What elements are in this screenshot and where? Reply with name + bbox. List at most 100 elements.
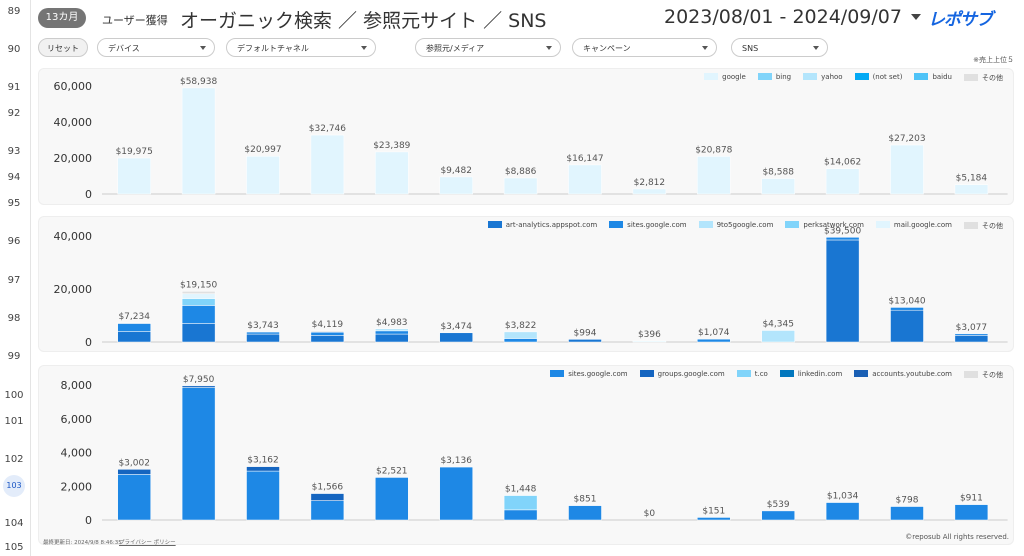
y-tick-label: 0 — [85, 514, 92, 527]
total-label: $396 — [638, 330, 661, 340]
total-label: $16,147 — [566, 154, 603, 164]
date-caret[interactable] — [911, 14, 921, 20]
legend: art-analytics.appspot.com sites.google.co… — [487, 221, 1003, 231]
legend-swatch — [779, 370, 794, 377]
total-label: $851 — [574, 495, 597, 505]
legend: google bing yahoo (not set) baidu その他 — [704, 73, 1003, 83]
total-label: $7,234 — [118, 312, 150, 322]
bar-segment — [246, 333, 280, 343]
total-label: $5,184 — [956, 174, 988, 184]
legend-swatch — [854, 73, 869, 80]
filter-dropdown[interactable]: 参照元/メディア — [415, 38, 561, 57]
legend-label: yahoo — [821, 73, 843, 81]
total-label: $20,997 — [244, 145, 281, 155]
total-label: $19,975 — [116, 147, 153, 157]
row-number: 89 — [7, 6, 21, 17]
row-number: 103 — [3, 475, 25, 497]
bar-segment — [954, 184, 989, 195]
bar-segment — [761, 330, 795, 343]
filter-dropdown[interactable]: SNS — [731, 38, 828, 57]
date-range[interactable]: 2023/08/01 - 2024/09/07 — [664, 6, 902, 28]
total-label: $994 — [574, 328, 597, 338]
chart-card: 0 20,000 40,000 60,000 $19,975 $58,938 $20,997… — [38, 68, 1014, 205]
total-label: $3,822 — [505, 321, 537, 331]
total-label: $3,136 — [440, 456, 472, 466]
y-tick-label: 0 — [85, 336, 92, 349]
total-label: $3,162 — [247, 456, 279, 466]
legend-label: t.co — [754, 370, 768, 378]
bar-segment — [503, 331, 538, 339]
bar-segment — [439, 466, 473, 521]
bar-segment — [954, 504, 989, 521]
reset-button[interactable]: リセット — [38, 38, 88, 57]
bar-segment — [825, 239, 860, 343]
bar-segment — [954, 335, 989, 343]
legend-label: その他 — [982, 74, 1003, 82]
legend-item: google — [704, 73, 746, 83]
legend-swatch — [550, 370, 565, 377]
bar-segment — [181, 87, 216, 195]
y-tick-label: 4,000 — [61, 447, 93, 460]
legend-label: mail.google.com — [893, 221, 952, 229]
bar-segment — [825, 502, 860, 521]
chart: 0 2,000 4,000 6,000 8,000 $3,002 $7,950 $3,162 $… — [61, 375, 1008, 527]
legend-swatch — [964, 371, 978, 378]
bar-segment — [181, 305, 216, 324]
total-label: $14,062 — [824, 158, 861, 168]
chart-card: 0 20,000 40,000 $7,234 $19,150 $3,743 $4,119 $4… — [38, 216, 1014, 352]
total-label: $1,448 — [505, 485, 537, 495]
bar-segment — [375, 330, 409, 335]
bar-segment — [375, 328, 409, 332]
bar-segment — [375, 477, 409, 521]
section-label: ユーザー獲得 — [102, 14, 168, 27]
bar-segment — [439, 176, 473, 195]
legend-swatch — [736, 370, 751, 377]
privacy-link[interactable]: プライバシー ポリシー — [119, 540, 176, 546]
legend-item: mail.google.com — [875, 221, 952, 231]
total-label: $3,474 — [440, 322, 472, 332]
filter-dropdown[interactable]: デフォルトチャネル — [226, 38, 376, 57]
bar-segment — [890, 506, 924, 521]
bar-segment — [181, 293, 216, 299]
legend-swatch — [609, 221, 624, 228]
filter-dropdown[interactable]: デバイス — [97, 38, 215, 57]
page-title: オーガニック検索 ／ 参照元サイト ／ SNS — [180, 10, 547, 32]
bar-segment — [568, 339, 602, 343]
total-label: $23,389 — [373, 141, 410, 151]
y-tick-label: 2,000 — [61, 480, 93, 493]
bar-segment — [375, 333, 409, 343]
legend-swatch — [785, 221, 800, 228]
legend-label: sites.google.com — [568, 370, 628, 378]
total-label: $3,077 — [956, 323, 988, 333]
period-badge: 13カ月 — [38, 8, 86, 28]
bar-segment — [310, 331, 345, 336]
legend-label: accounts.youtube.com — [872, 370, 952, 378]
bar-segment — [117, 157, 151, 195]
bar-segment — [503, 509, 538, 521]
total-label: $32,746 — [309, 124, 346, 134]
filter-dropdown[interactable]: キャンペーン — [572, 38, 717, 57]
bar-segment — [503, 177, 538, 195]
bar-segment — [825, 168, 860, 195]
y-tick-label: 60,000 — [54, 80, 93, 93]
bar-segment — [310, 493, 345, 501]
bar-segment — [246, 470, 280, 521]
row-number: 96 — [7, 236, 21, 247]
bar-segment — [439, 332, 473, 343]
total-label: $1,034 — [827, 492, 859, 502]
total-label: $27,203 — [888, 134, 925, 144]
legend-item: baidu — [914, 73, 952, 83]
row-number: 94 — [7, 172, 21, 183]
total-label: $4,119 — [312, 320, 344, 330]
row-gutter: 89 90 91 92 93 94 95 96 97 98 99 100 101 102 103 104 105 — [0, 0, 31, 556]
total-label: $4,983 — [376, 318, 408, 328]
legend-item: accounts.youtube.com — [854, 370, 952, 380]
total-label: $58,938 — [180, 77, 217, 87]
y-tick-label: 6,000 — [61, 413, 93, 426]
bar-segment — [181, 323, 216, 343]
row-number: 95 — [7, 198, 21, 209]
chart: 0 20,000 40,000 60,000 $19,975 $58,938 $20,997… — [54, 77, 1008, 201]
bar-segment — [181, 387, 216, 521]
legend-item: その他 — [964, 370, 1003, 380]
legend-item: groups.google.com — [639, 370, 725, 380]
